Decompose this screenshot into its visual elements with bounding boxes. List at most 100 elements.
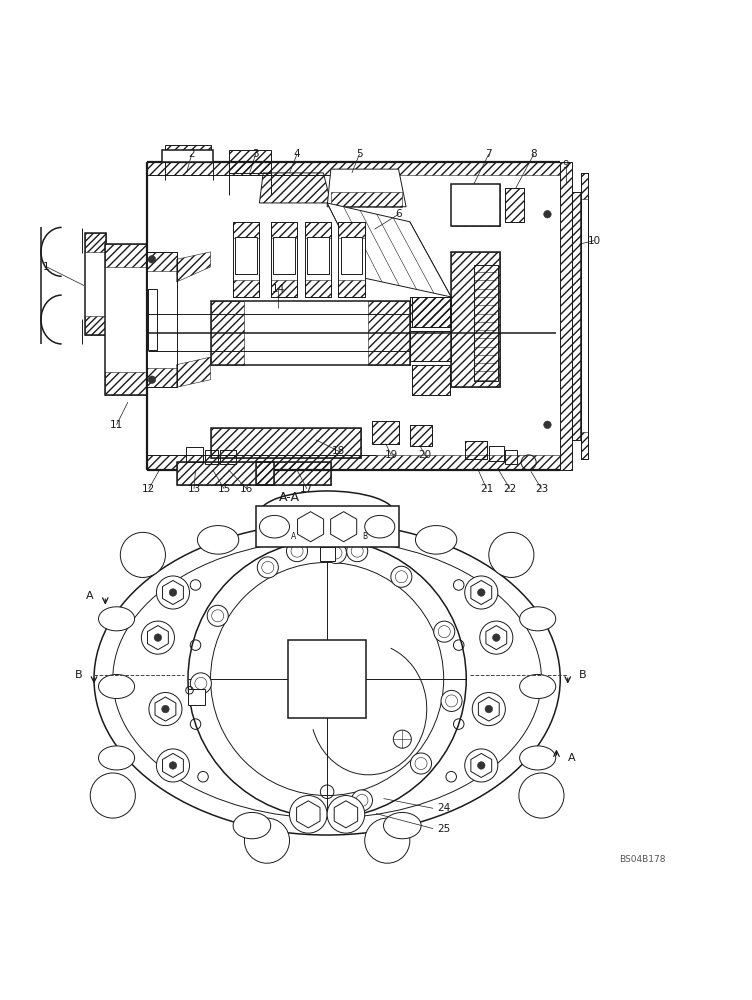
Bar [410,425,432,446]
Bar [85,233,106,252]
Bar [412,297,450,327]
Bar [147,252,177,387]
Bar [451,252,500,387]
Circle shape [154,634,162,641]
Bar [372,421,399,444]
Circle shape [480,621,513,654]
Bar [320,547,335,561]
Text: 7: 7 [486,149,492,159]
Bar [273,237,295,274]
Text: 8: 8 [531,149,537,159]
Ellipse shape [384,812,421,839]
Bar [211,428,361,458]
Text: BS04B178: BS04B178 [619,855,666,864]
Bar [331,192,402,207]
Bar [412,365,450,395]
Ellipse shape [99,746,135,770]
Circle shape [365,818,410,863]
Bar [211,428,361,458]
Bar [505,188,524,222]
Circle shape [434,621,455,642]
Bar [465,441,487,459]
Bar [105,244,147,267]
Circle shape [149,693,182,726]
Bar [288,640,366,718]
Circle shape [120,532,165,577]
Polygon shape [327,203,451,297]
Text: 25: 25 [437,824,450,834]
Circle shape [90,773,135,818]
Bar [581,173,588,459]
Text: A-A: A-A [279,491,300,504]
Bar [465,441,487,459]
Polygon shape [471,580,492,605]
Bar [256,506,399,547]
Ellipse shape [259,515,290,538]
Bar [186,447,203,462]
Circle shape [465,576,498,609]
Bar [489,446,504,461]
Bar [235,237,257,274]
Text: 12: 12 [142,484,156,494]
Text: 9: 9 [562,160,569,170]
Circle shape [257,557,278,578]
Ellipse shape [233,812,271,839]
Circle shape [290,796,327,833]
Circle shape [327,796,365,833]
Bar [271,280,297,297]
Circle shape [156,749,190,782]
Circle shape [347,541,368,562]
Text: 24: 24 [437,803,450,813]
Ellipse shape [415,526,456,554]
Bar [85,233,106,335]
Polygon shape [478,697,499,721]
Bar [372,421,399,444]
Bar [560,162,572,470]
Bar [233,222,259,238]
Bar [148,289,157,350]
Bar [256,462,331,485]
Bar [451,184,500,226]
Text: 13: 13 [187,484,201,494]
Circle shape [287,541,308,562]
Bar [147,455,560,470]
Bar [177,462,274,485]
Polygon shape [471,753,492,777]
Circle shape [478,762,485,769]
Bar [162,150,213,162]
Text: B: B [75,670,83,680]
Circle shape [169,762,177,769]
Text: 17: 17 [300,484,314,494]
Text: B: B [362,532,367,541]
Circle shape [391,566,412,587]
Ellipse shape [94,523,560,835]
Bar [305,222,331,238]
Bar [410,297,451,327]
Ellipse shape [520,674,556,699]
Bar [147,162,560,175]
Bar [338,280,365,297]
Text: 22: 22 [503,484,517,494]
Bar [305,222,331,297]
Ellipse shape [365,515,395,538]
Circle shape [465,749,498,782]
Bar [105,244,147,395]
Text: 5: 5 [356,149,362,159]
Bar [412,365,450,395]
Text: 1: 1 [44,262,50,272]
Text: 16: 16 [240,484,253,494]
Text: 10: 10 [587,236,601,246]
Bar [165,145,211,162]
Text: B: B [579,670,587,680]
Circle shape [148,376,156,383]
Circle shape [169,589,177,596]
Polygon shape [334,801,358,828]
Circle shape [544,210,551,218]
Circle shape [156,576,190,609]
Circle shape [211,562,444,796]
Bar [305,280,331,297]
Circle shape [208,605,229,626]
Circle shape [188,540,466,818]
Ellipse shape [99,607,135,631]
Bar [256,462,331,485]
